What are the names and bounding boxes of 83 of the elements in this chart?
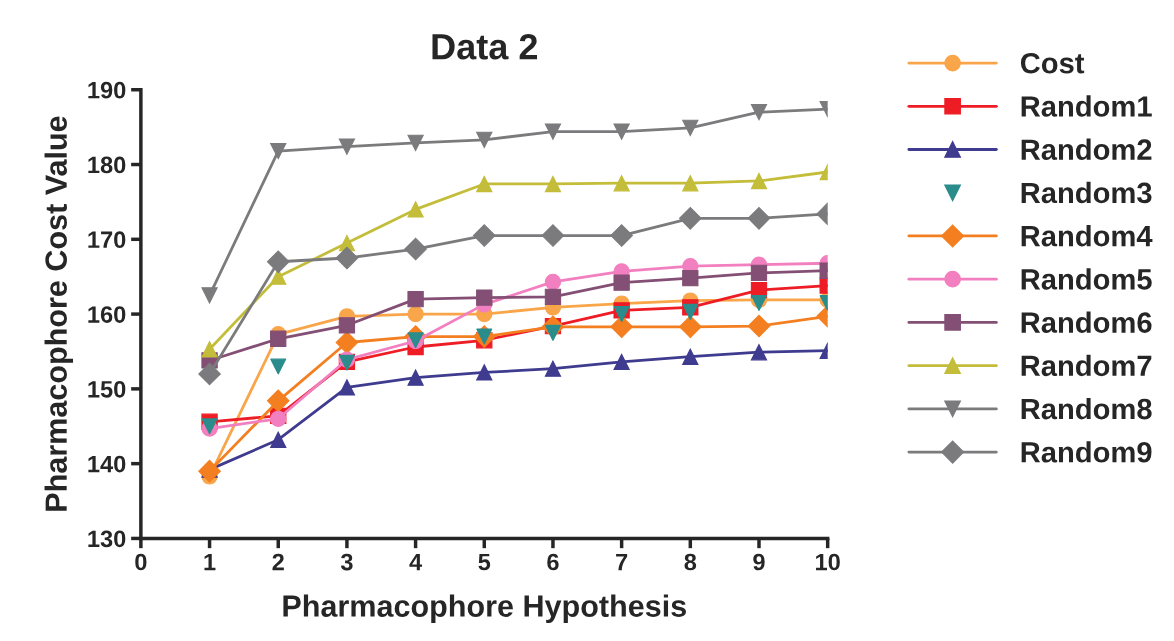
point (335, 331, 359, 354)
x-tick-label: 10 (816, 553, 840, 571)
x-tick-label: 4 (409, 553, 423, 571)
legend-label: Random9 (1021, 441, 1152, 463)
legend-label: Random7 (1021, 354, 1152, 377)
point (266, 250, 290, 274)
legend-label: Random6 (1021, 311, 1152, 333)
point (270, 142, 287, 160)
legend-label: Random1 (1021, 95, 1152, 117)
point (544, 288, 562, 306)
x-tick-label: 6 (547, 553, 559, 571)
y-tick-label: 130 (88, 530, 126, 548)
y-tick-label: 190 (88, 81, 126, 99)
point (338, 379, 356, 396)
point (747, 314, 771, 338)
point (338, 317, 356, 334)
point (407, 290, 424, 308)
point (407, 305, 424, 323)
y-tick-label: 140 (88, 455, 126, 473)
point (404, 237, 427, 261)
y-tick-label: 160 (88, 306, 126, 323)
point (678, 315, 702, 339)
x-tick-label: 8 (684, 553, 697, 571)
x-tick-label: 7 (616, 553, 628, 571)
point (610, 224, 633, 247)
point (544, 360, 562, 377)
point (613, 353, 630, 371)
point (682, 119, 699, 137)
point (270, 358, 287, 375)
point (338, 138, 356, 155)
point (476, 364, 493, 381)
point (682, 175, 699, 192)
legend-label: Random2 (1021, 138, 1152, 160)
point (472, 224, 496, 247)
point (335, 246, 359, 270)
point (613, 175, 630, 192)
legend-label: Random8 (1021, 397, 1152, 420)
point (613, 274, 630, 291)
point (682, 303, 699, 320)
point (266, 389, 290, 413)
point (678, 207, 702, 230)
x-tick-label: 5 (478, 553, 491, 571)
x-tick-label: 3 (340, 553, 353, 571)
y-axis-title: Pharmacophore Cost Value (44, 116, 74, 511)
point (750, 104, 768, 121)
point (682, 270, 699, 287)
point (476, 289, 493, 306)
point (198, 362, 221, 386)
point (682, 348, 699, 365)
point (750, 172, 768, 190)
point (613, 306, 630, 323)
point (613, 123, 630, 140)
point (198, 459, 221, 483)
point (750, 344, 768, 361)
point (544, 273, 562, 291)
point (407, 134, 424, 151)
point (407, 369, 424, 386)
y-tick-label: 180 (88, 156, 126, 174)
legend-label: Cost (1020, 52, 1085, 74)
legend-label: Random3 (1021, 181, 1152, 204)
point (407, 201, 424, 218)
point (201, 341, 218, 358)
point (476, 175, 493, 193)
x-tick-label: 1 (204, 553, 216, 571)
point (541, 224, 565, 247)
y-tick-label: 170 (88, 231, 126, 249)
point (201, 287, 218, 304)
point (270, 330, 287, 347)
point (747, 207, 771, 230)
y-tick-label: 150 (88, 380, 126, 398)
x-tick-label: 0 (135, 553, 147, 571)
point (476, 131, 493, 148)
legend-label: Random5 (1021, 268, 1152, 290)
x-axis-title: Pharmacophore Hypothesis (283, 594, 686, 623)
x-tick-label: 2 (272, 553, 284, 571)
x-tick-label: 9 (753, 553, 765, 571)
legend-label: Random4 (1021, 225, 1153, 247)
point (610, 315, 633, 339)
point (544, 175, 562, 193)
point (750, 264, 768, 282)
point (270, 431, 287, 448)
point (544, 123, 562, 140)
chart-title: Data 2 (432, 33, 538, 60)
